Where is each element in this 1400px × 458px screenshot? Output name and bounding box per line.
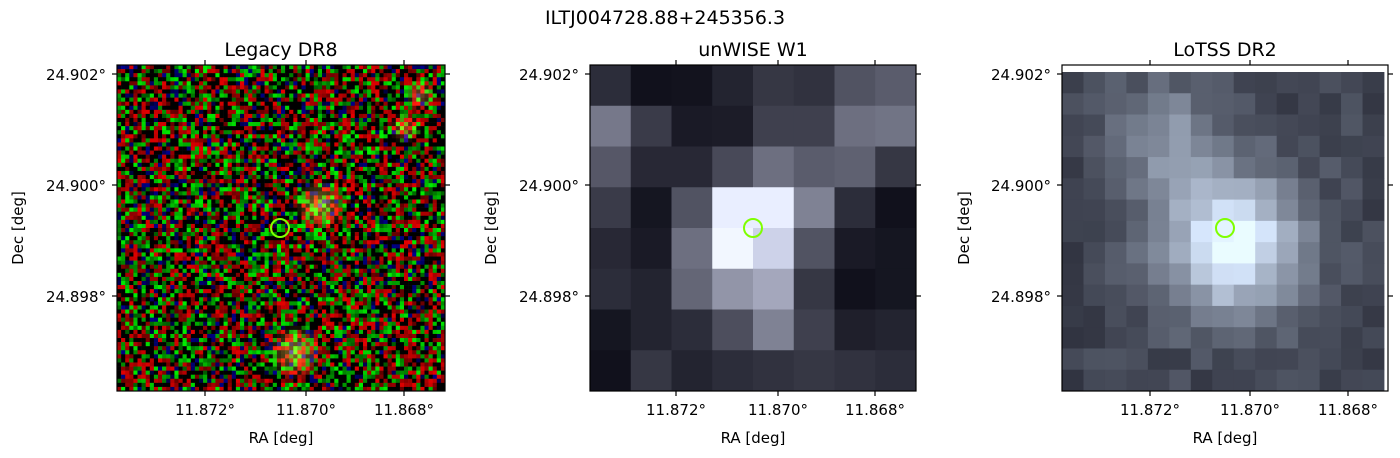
panel-lotss-dr2: LoTSS DR2 24.902° 24.900° 24.898° 11.872… [955, 39, 1393, 447]
xtick-label: 11.872° [175, 401, 235, 419]
xtick-label: 11.870° [276, 401, 336, 419]
axes-frame [1061, 64, 1389, 392]
unwise-image [590, 65, 917, 392]
y-axis-label: Dec [deg] [482, 191, 500, 265]
ytick-label: 24.900° [46, 177, 106, 195]
xtick-label: 11.870° [748, 401, 808, 419]
ytick-label: 24.902° [46, 66, 106, 84]
axes-frame [116, 64, 446, 392]
xtick-label: 11.872° [1120, 401, 1180, 419]
panel-title: unWISE W1 [698, 39, 807, 61]
panel-unwise-w1: unWISE W1 24.902° 24.900° 24.898° 11.872… [482, 39, 921, 447]
xtick-label: 11.870° [1220, 401, 1280, 419]
lotss-image [1062, 72, 1385, 392]
tick-marks [1057, 60, 1393, 396]
panel-title: Legacy DR8 [224, 39, 337, 61]
ytick-label: 24.900° [991, 177, 1051, 195]
xtick-label: 11.868° [845, 401, 905, 419]
y-axis-label: Dec [deg] [9, 191, 27, 265]
ytick-label: 24.898° [46, 288, 106, 306]
xtick-label: 11.868° [1318, 401, 1378, 419]
source-marker [743, 218, 763, 238]
ytick-label: 24.898° [519, 288, 579, 306]
y-axis-label: Dec [deg] [955, 191, 973, 265]
x-axis-label: RA [deg] [249, 429, 314, 447]
ytick-label: 24.902° [991, 66, 1051, 84]
x-axis-label: RA [deg] [721, 429, 786, 447]
xtick-label: 11.868° [374, 401, 434, 419]
legacy-rgb-image [117, 65, 446, 392]
panel-legacy-dr8: Legacy DR8 24.902° 24.900° 24.898° 11.87… [9, 39, 450, 447]
x-axis-label: RA [deg] [1193, 429, 1258, 447]
tick-marks [112, 60, 450, 396]
tick-marks [585, 60, 921, 396]
xtick-label: 11.872° [646, 401, 706, 419]
source-marker [270, 218, 290, 238]
panel-title: LoTSS DR2 [1173, 39, 1277, 61]
ytick-label: 24.902° [519, 66, 579, 84]
ytick-label: 24.898° [991, 288, 1051, 306]
ytick-label: 24.900° [519, 177, 579, 195]
figure-title: ILTJ004728.88+245356.3 [544, 7, 786, 29]
source-marker [1215, 218, 1235, 238]
axes-frame [589, 64, 917, 392]
